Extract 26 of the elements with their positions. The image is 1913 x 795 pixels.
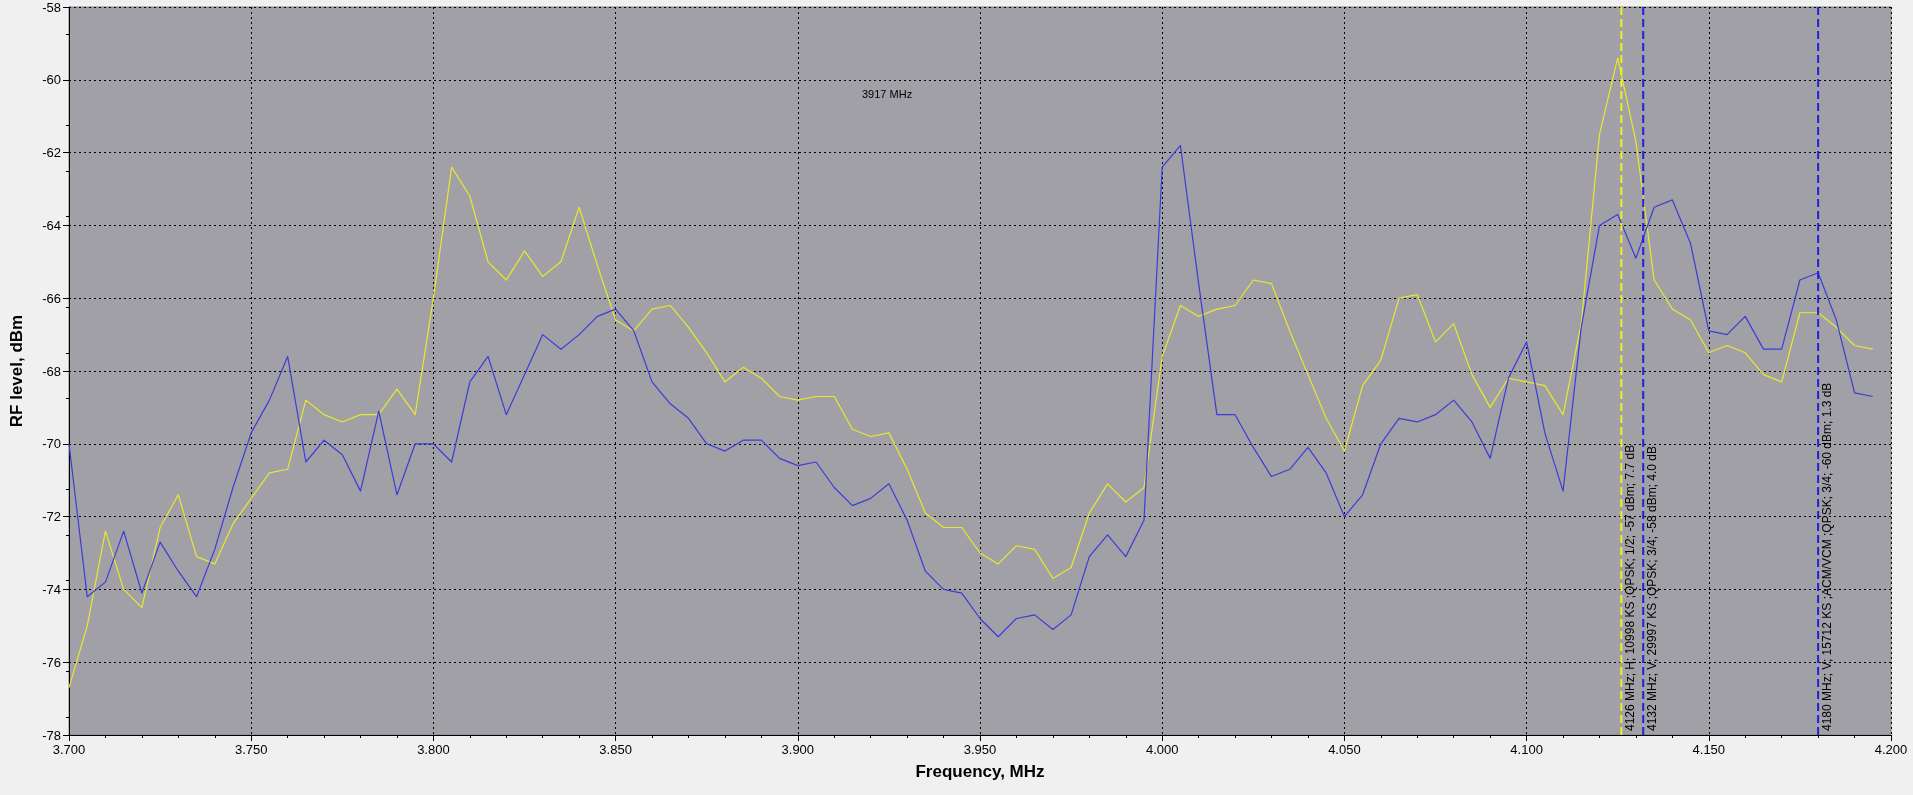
- x-tick-label: 4.100: [1510, 742, 1543, 757]
- y-tick-label: -70: [42, 436, 61, 452]
- annotation: 3917 MHz: [862, 87, 913, 100]
- y-tick-label: -72: [42, 509, 61, 525]
- x-tick-label: 3.750: [234, 742, 268, 757]
- y-tick-label: -68: [42, 363, 61, 379]
- x-tick-label: 3.800: [417, 742, 450, 757]
- x-tick-label: 4.200: [1874, 742, 1908, 757]
- y-tick-label: -74: [42, 581, 61, 597]
- x-tick-label: 4.150: [1692, 742, 1726, 757]
- x-tick-label: 3.950: [963, 742, 997, 757]
- x-tick-label: 3.700: [52, 742, 86, 757]
- x-axis-title: Frequency, MHz: [915, 762, 1045, 781]
- y-tick-label: -62: [42, 145, 61, 161]
- y-tick-label: -58: [42, 0, 61, 15]
- x-tick-label: 3.900: [781, 742, 815, 757]
- y-tick-label: -64: [42, 217, 61, 233]
- y-tick-label: -66: [42, 290, 61, 306]
- x-tick-label: 4.050: [1328, 742, 1361, 757]
- y-tick-label: -78: [42, 727, 61, 743]
- y-tick-label: -76: [42, 654, 61, 670]
- x-tick-label: 3.850: [599, 742, 632, 757]
- y-tick-label: -60: [42, 72, 61, 88]
- x-tick-label: 4.000: [1145, 742, 1179, 757]
- y-axis-title: RF level, dBm: [7, 314, 26, 428]
- ref-line-label: 4180 MHz; V; 15712 KS ;ACM/VCM ;QPSK; 3/4; -60 dBm; 1.3 dB: [1820, 382, 1835, 731]
